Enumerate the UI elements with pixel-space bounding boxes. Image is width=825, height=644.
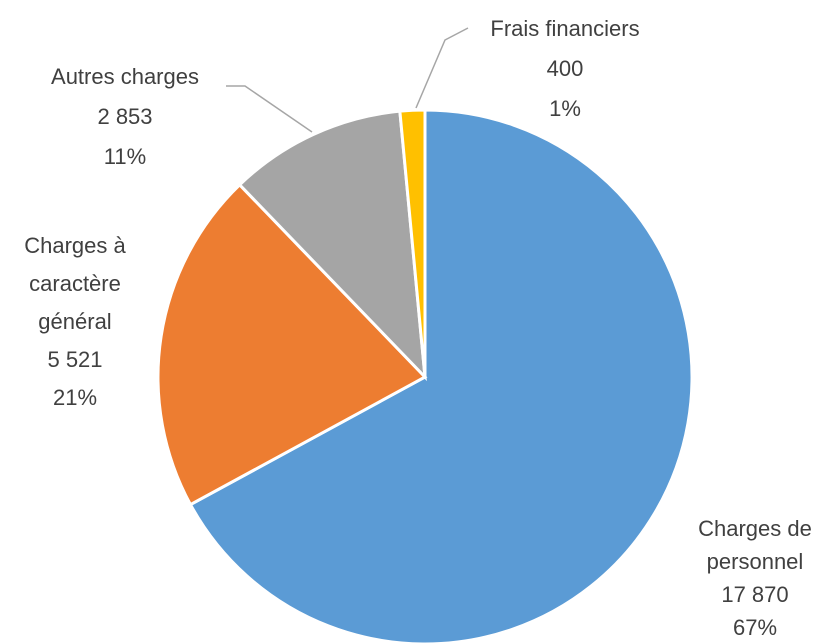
leader-line: [226, 85, 313, 133]
value-label: 400: [546, 56, 584, 81]
percent-label: 1%: [549, 96, 581, 121]
percent-label: 21%: [52, 385, 98, 410]
percent-label: 67%: [732, 615, 778, 640]
pie-slice: [188, 108, 694, 644]
pie-slice: [237, 109, 427, 382]
pie-slice: [156, 182, 428, 507]
category-label: Charges à caractère général: [24, 233, 126, 334]
category-label: Charges de personnel: [698, 516, 812, 574]
category-label: Autres charges: [51, 64, 199, 89]
pie-slice: [398, 108, 427, 378]
category-label: Frais financiers: [490, 16, 640, 41]
data-label: Frais financiers 400 1%: [455, 9, 675, 129]
leader-line: [415, 27, 469, 109]
data-label: Charges à caractère général 5 521 21%: [15, 227, 135, 417]
data-label: Charges de personnel 17 870 67%: [680, 512, 825, 644]
value-label: 5 521: [47, 347, 103, 372]
percent-label: 11%: [103, 144, 147, 169]
value-label: 2 853: [97, 104, 153, 129]
value-label: 17 870: [721, 582, 789, 607]
data-label: Autres charges 2 853 11%: [15, 57, 235, 177]
